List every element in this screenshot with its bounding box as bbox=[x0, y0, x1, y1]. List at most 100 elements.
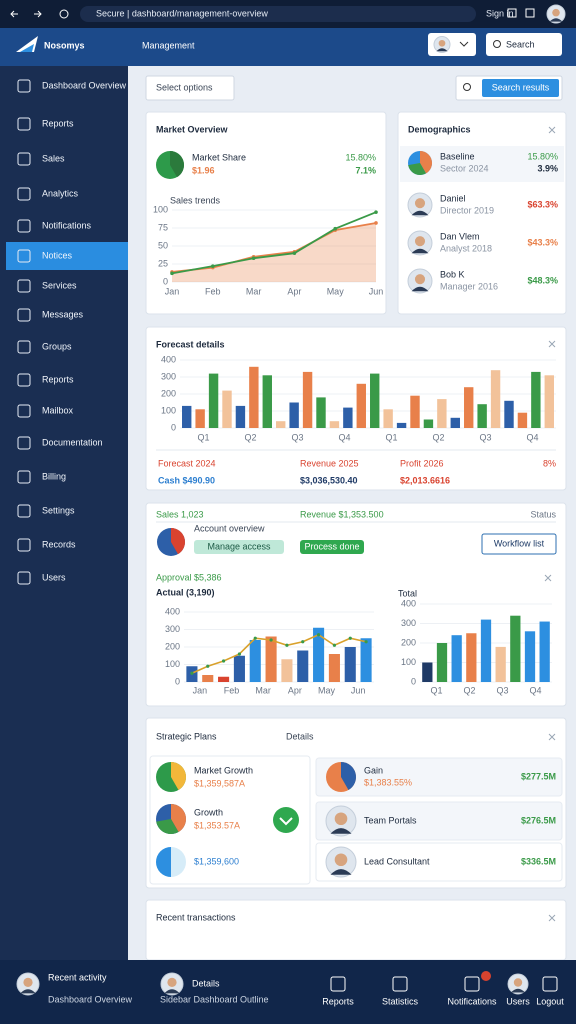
pie-icon-slice bbox=[408, 163, 426, 175]
footer-label[interactable]: Users bbox=[506, 996, 530, 1006]
account-link[interactable]: Sign in bbox=[486, 8, 514, 18]
pill-done-text[interactable]: Process done bbox=[304, 541, 359, 551]
pie-icon-slice bbox=[171, 762, 186, 790]
bar bbox=[423, 419, 434, 428]
avatar-face bbox=[513, 978, 523, 987]
bar bbox=[235, 405, 246, 428]
x-tick-label: Q4 bbox=[526, 432, 538, 442]
header-search[interactable] bbox=[486, 33, 562, 56]
trend-point bbox=[292, 251, 297, 255]
footer-label[interactable]: Reports bbox=[322, 996, 354, 1006]
chart-subtitle: Approval $5,386 bbox=[156, 572, 222, 582]
pill-access-text[interactable]: Manage access bbox=[207, 541, 271, 551]
sidebar-item[interactable]: Documentation bbox=[42, 437, 103, 447]
bar bbox=[202, 675, 214, 682]
plan-name: Growth bbox=[194, 807, 223, 817]
sidebar-item[interactable]: Dashboard Overview bbox=[42, 80, 127, 90]
card bbox=[145, 899, 567, 961]
sidebar-item[interactable]: Mailbox bbox=[42, 405, 74, 415]
sidebar bbox=[0, 66, 128, 960]
sidebar-item[interactable]: Analytics bbox=[42, 188, 79, 198]
filter-select[interactable] bbox=[145, 75, 235, 101]
bar bbox=[262, 375, 272, 428]
reload-icon bbox=[59, 9, 69, 19]
stat-value: $3,036,530.40 bbox=[300, 475, 358, 485]
x-tick-label: May bbox=[327, 286, 345, 296]
sidebar-item[interactable]: Notifications bbox=[42, 220, 92, 230]
trend-point bbox=[374, 210, 378, 214]
sidebar-item[interactable]: Records bbox=[42, 539, 76, 549]
footer-label[interactable]: Details bbox=[192, 978, 220, 988]
bar bbox=[466, 633, 477, 682]
y-tick-label: 400 bbox=[401, 598, 416, 608]
trend-point bbox=[190, 671, 194, 675]
x-tick-label: Mar bbox=[246, 286, 262, 296]
bar bbox=[276, 421, 286, 428]
sidebar-item[interactable]: Messages bbox=[42, 309, 84, 319]
y-tick-label: 200 bbox=[161, 388, 176, 398]
x-tick-label: May bbox=[318, 685, 336, 695]
search-button[interactable] bbox=[482, 79, 559, 97]
plan-name: Market Growth bbox=[194, 765, 253, 775]
sidebar-item[interactable]: Reports bbox=[42, 374, 74, 384]
avatar-body bbox=[20, 989, 36, 994]
sidebar-icon bbox=[17, 504, 31, 518]
sidebar-item[interactable]: Settings bbox=[42, 505, 75, 515]
bar bbox=[451, 635, 462, 682]
sidebar-item[interactable]: Billing bbox=[42, 471, 66, 481]
footer-icon bbox=[330, 976, 346, 992]
avatar-face bbox=[167, 977, 177, 987]
x-tick-label: Q1 bbox=[197, 432, 209, 442]
avatar-body bbox=[411, 210, 429, 216]
page-title: Management bbox=[142, 40, 195, 50]
stat-value: $1.96 bbox=[192, 165, 215, 175]
y-tick-label: 75 bbox=[158, 222, 168, 232]
workflow-button[interactable] bbox=[481, 533, 557, 555]
avatar-body bbox=[330, 869, 352, 875]
filter-text[interactable]: Select options bbox=[156, 82, 213, 92]
footer-label[interactable]: Statistics bbox=[382, 996, 419, 1006]
footer-label[interactable]: Logout bbox=[536, 996, 564, 1006]
footer-icon bbox=[464, 976, 480, 992]
x-tick-label: Apr bbox=[287, 286, 301, 296]
avatar-body bbox=[330, 828, 352, 834]
trend-point bbox=[332, 643, 337, 647]
plan-row bbox=[315, 757, 563, 797]
footer-label[interactable]: Recent activity bbox=[48, 972, 107, 982]
bar bbox=[422, 662, 433, 682]
avatar-body bbox=[549, 18, 563, 22]
pill-access[interactable] bbox=[194, 540, 284, 554]
header bbox=[0, 28, 576, 66]
address-url[interactable]: Secure | dashboard/management-overview bbox=[96, 8, 268, 18]
address-bar[interactable] bbox=[80, 6, 476, 22]
sidebar-icon bbox=[17, 340, 31, 354]
y-tick-label: 200 bbox=[401, 637, 416, 647]
trend-point bbox=[206, 664, 210, 668]
sidebar-item[interactable]: Users bbox=[42, 572, 66, 582]
workflow-button-text[interactable]: Workflow list bbox=[494, 538, 545, 548]
bar bbox=[182, 405, 192, 428]
sidebar-item[interactable]: Groups bbox=[42, 341, 72, 351]
bar bbox=[316, 397, 326, 428]
bar bbox=[328, 654, 340, 682]
bar bbox=[289, 402, 299, 428]
trend-point bbox=[301, 640, 305, 644]
bar bbox=[281, 659, 293, 682]
x-tick-label: Apr bbox=[288, 685, 302, 695]
avatar-body bbox=[436, 48, 448, 52]
footer-label[interactable]: Notifications bbox=[447, 996, 497, 1006]
y-tick-label: 50 bbox=[158, 240, 168, 250]
sidebar-item[interactable]: Notices bbox=[42, 250, 73, 260]
search-button-text[interactable]: Search results bbox=[492, 82, 550, 92]
bar bbox=[480, 619, 492, 682]
y-tick-label: 0 bbox=[163, 276, 168, 286]
pill-done[interactable] bbox=[300, 540, 364, 554]
sidebar-item[interactable]: Services bbox=[42, 280, 77, 290]
sidebar-item[interactable]: Reports bbox=[42, 118, 74, 128]
avatar-face bbox=[334, 812, 348, 826]
header-search-text[interactable]: Search bbox=[506, 39, 535, 49]
bar bbox=[222, 390, 232, 428]
revenue-label: Revenue $1,353.500 bbox=[300, 509, 384, 519]
sidebar-item[interactable]: Sales bbox=[42, 153, 65, 163]
details-link[interactable]: Details bbox=[286, 731, 314, 741]
